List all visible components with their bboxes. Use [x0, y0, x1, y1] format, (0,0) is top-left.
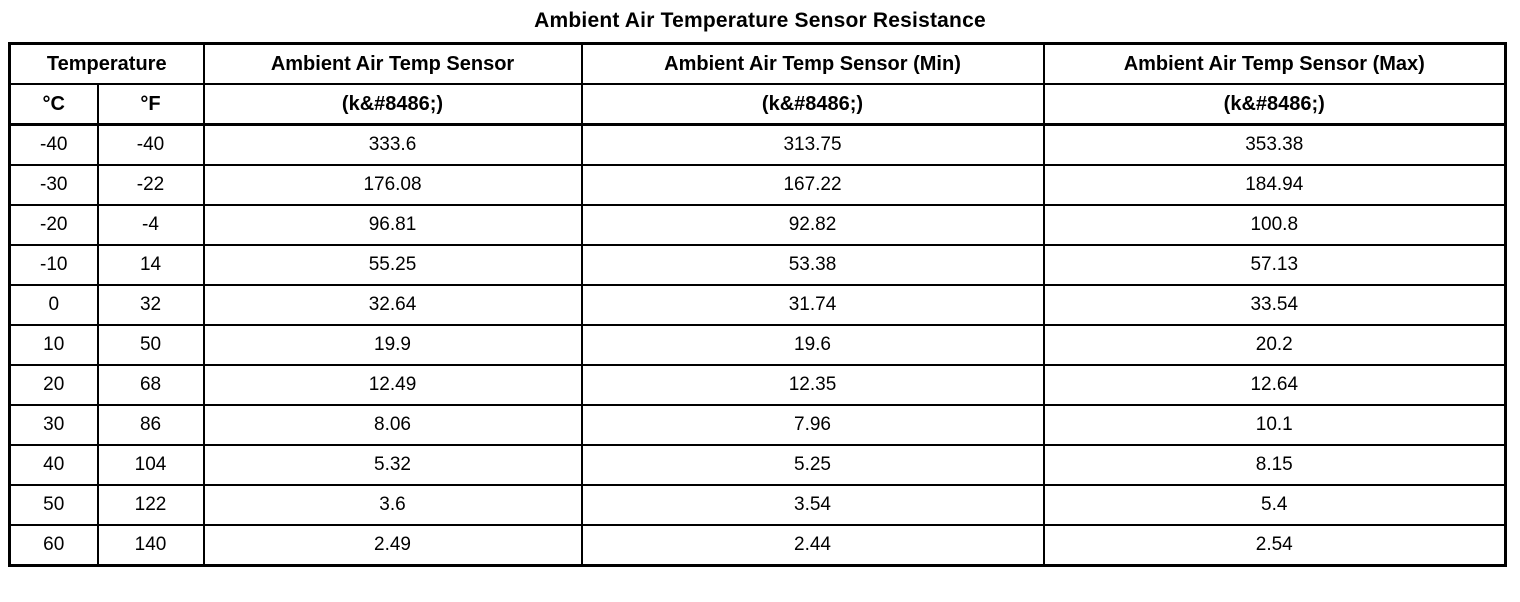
sensor-min-value-cell: 31.74 — [580, 284, 1045, 326]
temp-c-cell: 60 — [8, 524, 99, 567]
sensor-min-value-cell: 313.75 — [580, 123, 1045, 166]
fahrenheit-column-header: °F — [96, 83, 205, 126]
sensor-value-cell: 2.49 — [202, 524, 583, 567]
page-title: Ambient Air Temperature Sensor Resistanc… — [534, 9, 986, 32]
sensor-max-value-cell: 33.54 — [1042, 284, 1507, 326]
table-row: 50 122 3.6 3.54 5.4 — [8, 484, 1507, 526]
temp-f-cell: 68 — [96, 364, 205, 406]
table-row: -40 -40 333.6 313.75 353.38 — [8, 123, 1507, 166]
sensor-max-value-cell: 20.2 — [1042, 324, 1507, 366]
sensor-max-value-cell: 184.94 — [1042, 164, 1507, 206]
table-row: -20 -4 96.81 92.82 100.8 — [8, 204, 1507, 246]
sensor-min-value-cell: 19.6 — [580, 324, 1045, 366]
table-row: 40 104 5.32 5.25 8.15 — [8, 444, 1507, 486]
sensor-min-unit-header: (k&#8486;) — [580, 83, 1045, 126]
sensor-value-cell: 176.08 — [202, 164, 583, 206]
sensor-value-cell: 96.81 — [202, 204, 583, 246]
sensor-value-cell: 8.06 — [202, 404, 583, 446]
sensor-value-cell: 12.49 — [202, 364, 583, 406]
table-row: 20 68 12.49 12.35 12.64 — [8, 364, 1507, 406]
sensor-min-value-cell: 167.22 — [580, 164, 1045, 206]
temp-f-cell: 14 — [96, 244, 205, 286]
table-body: -40 -40 333.6 313.75 353.38 -30 -22 176.… — [8, 123, 1507, 567]
table-row: 60 140 2.49 2.44 2.54 — [8, 524, 1507, 567]
sensor-min-value-cell: 53.38 — [580, 244, 1045, 286]
sensor-max-column-header: Ambient Air Temp Sensor (Max) — [1042, 42, 1507, 85]
temp-c-cell: -30 — [8, 164, 99, 206]
table-row: -10 14 55.25 53.38 57.13 — [8, 244, 1507, 286]
sensor-max-value-cell: 12.64 — [1042, 364, 1507, 406]
temp-f-cell: -22 — [96, 164, 205, 206]
sensor-max-value-cell: 5.4 — [1042, 484, 1507, 526]
sensor-min-value-cell: 12.35 — [580, 364, 1045, 406]
temp-f-cell: 140 — [96, 524, 205, 567]
sensor-min-value-cell: 2.44 — [580, 524, 1045, 567]
table-row: 0 32 32.64 31.74 33.54 — [8, 284, 1507, 326]
temp-c-cell: -40 — [8, 123, 99, 166]
table-row: 30 86 8.06 7.96 10.1 — [8, 404, 1507, 446]
sensor-unit-header: (k&#8486;) — [202, 83, 583, 126]
sensor-max-value-cell: 57.13 — [1042, 244, 1507, 286]
sensor-max-value-cell: 100.8 — [1042, 204, 1507, 246]
sensor-value-cell: 5.32 — [202, 444, 583, 486]
temp-c-cell: 20 — [8, 364, 99, 406]
sensor-min-value-cell: 7.96 — [580, 404, 1045, 446]
sensor-resistance-table: Temperature Ambient Air Temp Sensor Ambi… — [8, 42, 1508, 567]
temp-c-cell: -10 — [8, 244, 99, 286]
temp-c-cell: 30 — [8, 404, 99, 446]
sensor-min-value-cell: 3.54 — [580, 484, 1045, 526]
sensor-max-value-cell: 353.38 — [1042, 123, 1507, 166]
temp-c-cell: -20 — [8, 204, 99, 246]
temperature-group-header: Temperature — [8, 42, 205, 85]
sensor-value-cell: 19.9 — [202, 324, 583, 366]
sensor-max-value-cell: 10.1 — [1042, 404, 1507, 446]
temp-f-cell: 122 — [96, 484, 205, 526]
sensor-max-value-cell: 8.15 — [1042, 444, 1507, 486]
table-row: -30 -22 176.08 167.22 184.94 — [8, 164, 1507, 206]
temp-f-cell: 104 — [96, 444, 205, 486]
sensor-min-value-cell: 92.82 — [580, 204, 1045, 246]
temp-c-cell: 50 — [8, 484, 99, 526]
celsius-column-header: °C — [8, 83, 99, 126]
sensor-min-column-header: Ambient Air Temp Sensor (Min) — [580, 42, 1045, 85]
table-header: Temperature Ambient Air Temp Sensor Ambi… — [8, 42, 1507, 126]
sensor-column-header: Ambient Air Temp Sensor — [202, 42, 583, 85]
sensor-value-cell: 32.64 — [202, 284, 583, 326]
temp-f-cell: 32 — [96, 284, 205, 326]
sensor-value-cell: 55.25 — [202, 244, 583, 286]
temp-f-cell: -4 — [96, 204, 205, 246]
temp-c-cell: 40 — [8, 444, 99, 486]
temp-f-cell: 86 — [96, 404, 205, 446]
sensor-max-unit-header: (k&#8486;) — [1042, 83, 1507, 126]
sensor-max-value-cell: 2.54 — [1042, 524, 1507, 567]
sensor-min-value-cell: 5.25 — [580, 444, 1045, 486]
table-row: 10 50 19.9 19.6 20.2 — [8, 324, 1507, 366]
temp-f-cell: -40 — [96, 123, 205, 166]
header-row-units: °C °F (k&#8486;) (k&#8486;) (k&#8486;) — [8, 83, 1507, 126]
sensor-value-cell: 333.6 — [202, 123, 583, 166]
temp-c-cell: 0 — [8, 284, 99, 326]
temp-c-cell: 10 — [8, 324, 99, 366]
temp-f-cell: 50 — [96, 324, 205, 366]
sensor-value-cell: 3.6 — [202, 484, 583, 526]
header-row-titles: Temperature Ambient Air Temp Sensor Ambi… — [8, 42, 1507, 85]
